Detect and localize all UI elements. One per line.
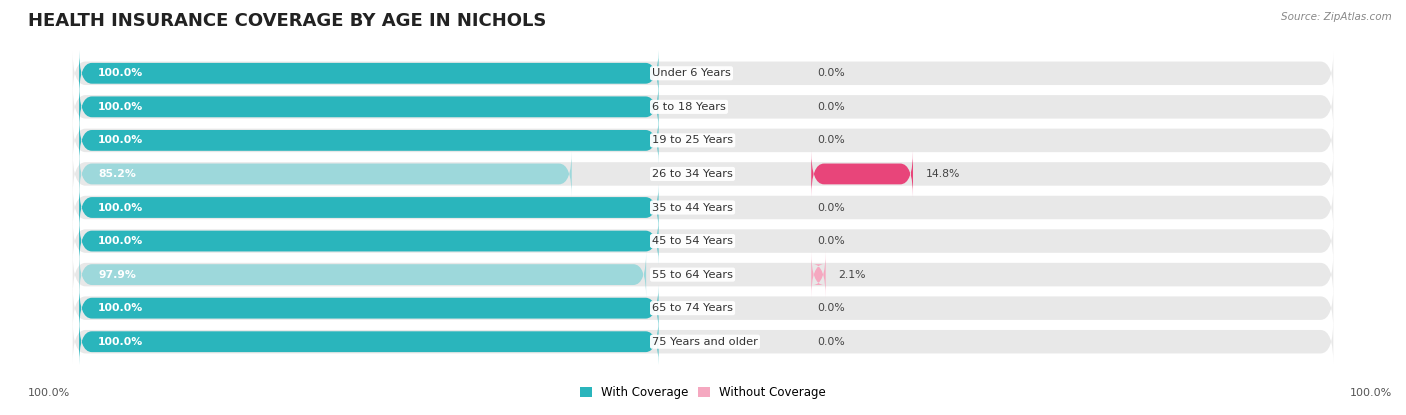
Text: 0.0%: 0.0% [818,68,845,78]
FancyBboxPatch shape [811,151,912,197]
Legend: With Coverage, Without Coverage: With Coverage, Without Coverage [575,381,831,403]
Text: 26 to 34 Years: 26 to 34 Years [652,169,733,179]
Text: Source: ZipAtlas.com: Source: ZipAtlas.com [1281,12,1392,22]
Text: 100.0%: 100.0% [98,203,143,212]
FancyBboxPatch shape [79,84,658,130]
Text: 0.0%: 0.0% [818,102,845,112]
FancyBboxPatch shape [73,152,1333,196]
Text: 85.2%: 85.2% [98,169,136,179]
FancyBboxPatch shape [73,85,1333,129]
Text: 100.0%: 100.0% [1350,388,1392,398]
Text: 100.0%: 100.0% [98,236,143,246]
FancyBboxPatch shape [79,50,658,96]
Text: 2.1%: 2.1% [838,270,866,280]
Text: Under 6 Years: Under 6 Years [652,68,731,78]
Text: 0.0%: 0.0% [818,135,845,145]
Text: 100.0%: 100.0% [98,102,143,112]
FancyBboxPatch shape [79,285,658,331]
Text: 100.0%: 100.0% [28,388,70,398]
FancyBboxPatch shape [73,286,1333,330]
FancyBboxPatch shape [73,51,1333,95]
Text: HEALTH INSURANCE COVERAGE BY AGE IN NICHOLS: HEALTH INSURANCE COVERAGE BY AGE IN NICH… [28,12,547,30]
FancyBboxPatch shape [811,251,825,298]
FancyBboxPatch shape [73,219,1333,263]
Text: 0.0%: 0.0% [818,337,845,347]
Text: 100.0%: 100.0% [98,337,143,347]
Text: 19 to 25 Years: 19 to 25 Years [652,135,733,145]
Text: 100.0%: 100.0% [98,68,143,78]
Text: 65 to 74 Years: 65 to 74 Years [652,303,733,313]
Text: 97.9%: 97.9% [98,270,136,280]
Text: 75 Years and older: 75 Years and older [652,337,758,347]
FancyBboxPatch shape [73,253,1333,296]
FancyBboxPatch shape [79,117,658,164]
Text: 35 to 44 Years: 35 to 44 Years [652,203,733,212]
Text: 55 to 64 Years: 55 to 64 Years [652,270,733,280]
FancyBboxPatch shape [73,186,1333,229]
FancyBboxPatch shape [73,119,1333,162]
Text: 0.0%: 0.0% [818,236,845,246]
Text: 100.0%: 100.0% [98,303,143,313]
Text: 100.0%: 100.0% [98,135,143,145]
Text: 0.0%: 0.0% [818,303,845,313]
FancyBboxPatch shape [73,320,1333,364]
Text: 0.0%: 0.0% [818,203,845,212]
Text: 14.8%: 14.8% [925,169,960,179]
Text: 45 to 54 Years: 45 to 54 Years [652,236,733,246]
FancyBboxPatch shape [79,218,658,264]
FancyBboxPatch shape [79,319,658,365]
FancyBboxPatch shape [79,251,647,298]
Text: 6 to 18 Years: 6 to 18 Years [652,102,725,112]
FancyBboxPatch shape [79,184,658,231]
FancyBboxPatch shape [79,151,572,197]
